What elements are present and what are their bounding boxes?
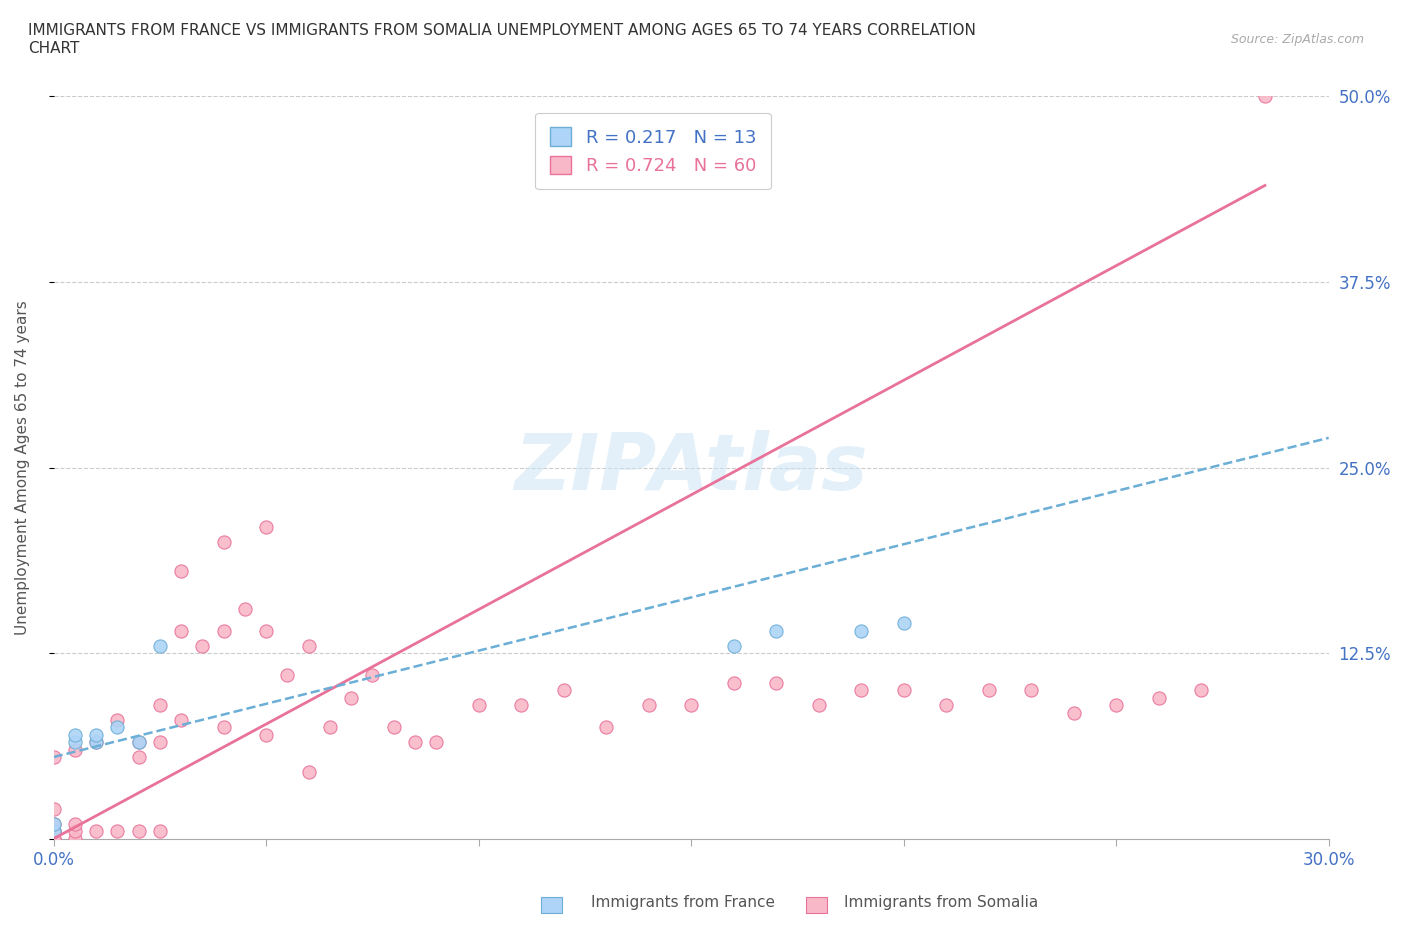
Point [84, 735, 107, 750]
Point [42, 831, 65, 846]
Point [298, 764, 321, 779]
Point [42, 802, 65, 817]
Point [128, 750, 150, 764]
Point [149, 698, 172, 712]
Y-axis label: Unemployment Among Ages 65 to 74 years: Unemployment Among Ages 65 to 74 years [15, 300, 30, 635]
Point [63, 817, 86, 831]
Point [1019, 683, 1042, 698]
Point [212, 623, 235, 638]
Point [553, 683, 575, 698]
Point [510, 698, 533, 712]
Point [254, 623, 277, 638]
Point [254, 727, 277, 742]
Point [298, 638, 321, 653]
Point [977, 683, 1000, 698]
Point [128, 735, 150, 750]
Point [42, 824, 65, 839]
Point [170, 712, 193, 727]
Point [319, 720, 342, 735]
Point [340, 690, 363, 705]
Point [84, 824, 107, 839]
Point [42, 824, 65, 839]
Text: Source: ZipAtlas.com: Source: ZipAtlas.com [1230, 33, 1364, 46]
Point [681, 698, 703, 712]
Point [254, 520, 277, 535]
Point [1254, 89, 1277, 104]
Point [105, 720, 128, 735]
Point [467, 698, 489, 712]
Point [404, 735, 426, 750]
Point [63, 742, 86, 757]
Text: ZIPAtlas: ZIPAtlas [515, 430, 868, 506]
Point [105, 712, 128, 727]
Point [893, 616, 915, 631]
Point [765, 675, 787, 690]
Point [807, 698, 830, 712]
Point [42, 824, 65, 839]
Point [276, 668, 298, 683]
Point [170, 564, 193, 578]
Text: IMMIGRANTS FROM FRANCE VS IMMIGRANTS FROM SOMALIA UNEMPLOYMENT AMONG AGES 65 TO : IMMIGRANTS FROM FRANCE VS IMMIGRANTS FRO… [28, 23, 976, 56]
Point [63, 727, 86, 742]
Point [42, 750, 65, 764]
Point [893, 683, 915, 698]
Point [849, 623, 872, 638]
Point [382, 720, 405, 735]
Point [425, 735, 447, 750]
Point [212, 535, 235, 550]
Point [42, 817, 65, 831]
Point [723, 675, 745, 690]
Point [42, 817, 65, 831]
Point [63, 831, 86, 846]
Point [84, 735, 107, 750]
Point [212, 720, 235, 735]
Point [765, 623, 787, 638]
Point [1147, 690, 1170, 705]
Point [105, 824, 128, 839]
Point [1063, 705, 1085, 720]
Point [63, 735, 86, 750]
Point [723, 638, 745, 653]
Point [128, 824, 150, 839]
Point [63, 824, 86, 839]
Point [849, 683, 872, 698]
Point [1105, 698, 1128, 712]
Point [128, 735, 150, 750]
Point [935, 698, 957, 712]
Point [149, 638, 172, 653]
Point [149, 824, 172, 839]
Point [42, 831, 65, 846]
Point [191, 638, 214, 653]
Text: Immigrants from Somalia: Immigrants from Somalia [844, 895, 1038, 910]
Point [595, 720, 617, 735]
Point [637, 698, 659, 712]
Point [149, 735, 172, 750]
Legend: R = 0.217   N = 13, R = 0.724   N = 60: R = 0.217 N = 13, R = 0.724 N = 60 [536, 113, 770, 190]
Point [233, 601, 256, 616]
Point [84, 727, 107, 742]
Point [1189, 683, 1212, 698]
Point [361, 668, 384, 683]
Text: Immigrants from France: Immigrants from France [591, 895, 775, 910]
Point [170, 623, 193, 638]
